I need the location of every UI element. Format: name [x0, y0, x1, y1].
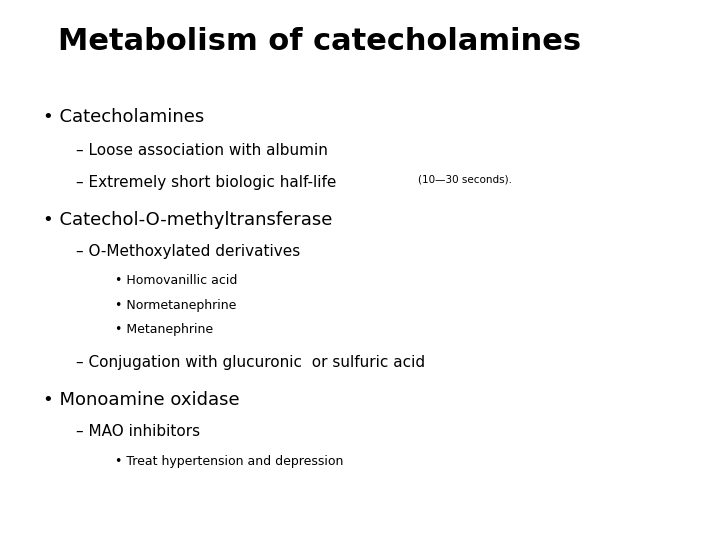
Text: • Treat hypertension and depression: • Treat hypertension and depression: [115, 455, 343, 468]
Text: • Normetanephrine: • Normetanephrine: [115, 299, 237, 312]
Text: – MAO inhibitors: – MAO inhibitors: [76, 424, 199, 440]
Text: Metabolism of catecholamines: Metabolism of catecholamines: [58, 27, 581, 56]
Text: – Loose association with albumin: – Loose association with albumin: [76, 143, 328, 158]
Text: – Conjugation with glucuronic  or sulfuric acid: – Conjugation with glucuronic or sulfuri…: [76, 355, 425, 370]
Text: – O-Methoxylated derivatives: – O-Methoxylated derivatives: [76, 244, 300, 259]
Text: (10—30 seconds).: (10—30 seconds).: [418, 175, 512, 185]
Text: • Catechol-O-methyltransferase: • Catechol-O-methyltransferase: [43, 211, 333, 228]
Text: • Catecholamines: • Catecholamines: [43, 108, 204, 126]
Text: – Extremely short biologic half-life: – Extremely short biologic half-life: [76, 175, 341, 190]
Text: • Monoamine oxidase: • Monoamine oxidase: [43, 391, 240, 409]
Text: • Homovanillic acid: • Homovanillic acid: [115, 274, 238, 287]
Text: • Metanephrine: • Metanephrine: [115, 323, 213, 336]
